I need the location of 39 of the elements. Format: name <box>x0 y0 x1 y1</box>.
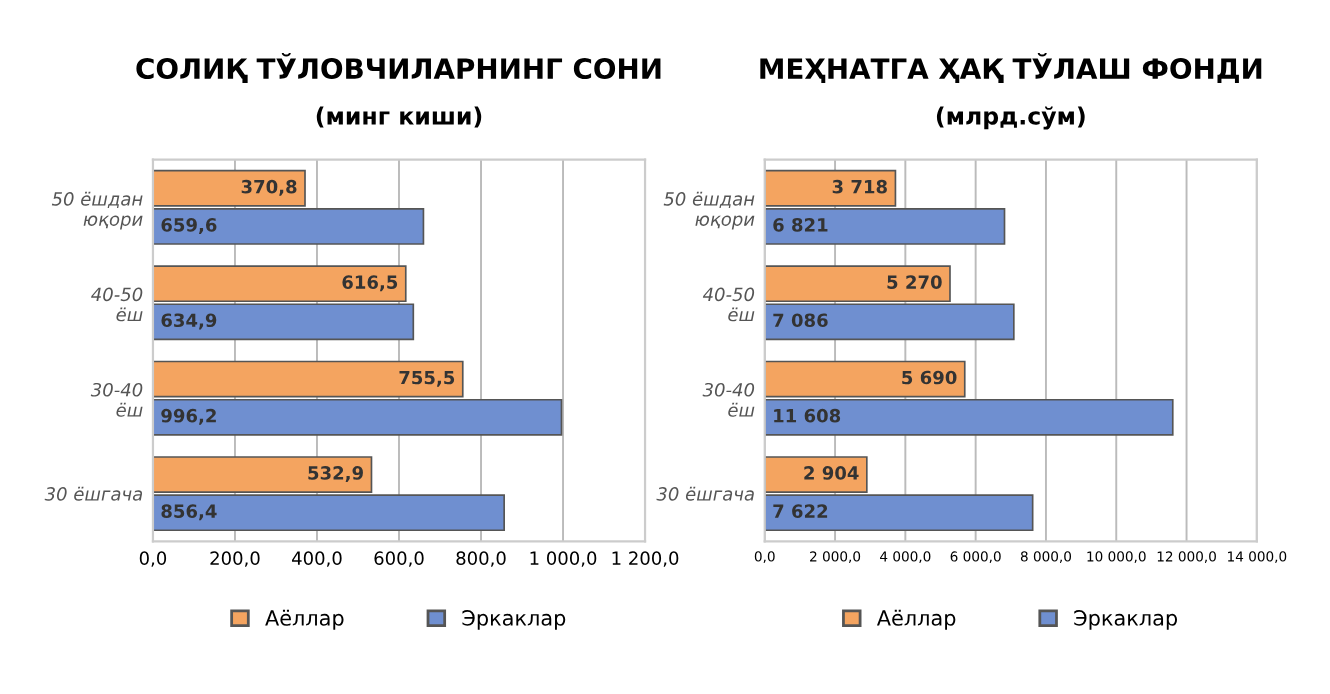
data-label: 5 690 <box>902 370 957 385</box>
data-label: 3 718 <box>832 179 887 194</box>
y-tick-label: 50 ёшдан юқори <box>663 191 755 230</box>
data-label: 616,5 <box>342 275 398 292</box>
chart-subtitle: (млрд.сўм) <box>936 106 1085 130</box>
data-label: 7 086 <box>773 313 828 328</box>
x-tick-label: 200,0 <box>210 551 260 567</box>
legend-label: Эркаклар <box>462 610 566 630</box>
chart-subtitle: (минг киши) <box>316 106 482 128</box>
data-label: 370,8 <box>241 179 297 196</box>
y-tick-label: 30-40 ёш <box>90 382 143 417</box>
y-tick-label: 30 ёшгача <box>44 486 143 501</box>
y-tick-label: 30 ёшгача <box>656 486 754 501</box>
x-tick-label: 600,0 <box>374 551 424 567</box>
data-label: 2 904 <box>804 466 859 480</box>
data-label: 996,2 <box>161 408 216 425</box>
x-tick-label: 1 000,0 <box>530 551 597 567</box>
data-label: 7 622 <box>773 504 828 518</box>
chart-title: МЕҲНАТГА ҲАҚ ТЎЛАШ ФОНДИ <box>760 52 1262 83</box>
x-tick-label: 400,0 <box>292 551 342 567</box>
x-tick-label: 0,0 <box>139 551 167 567</box>
data-label: 634,9 <box>161 313 217 330</box>
y-tick-label: 50 ёшдан юқори <box>51 191 143 230</box>
legend-label: Эркаклар <box>1074 610 1178 630</box>
y-tick-label: 30-40 ёш <box>702 382 755 417</box>
data-label: 856,4 <box>161 504 217 521</box>
data-label: 11 608 <box>774 408 841 423</box>
data-label: 532,9 <box>308 466 363 483</box>
x-tick-label: 800,0 <box>456 551 506 567</box>
legend-label: Аёллар <box>265 609 344 630</box>
data-label: 6 821 <box>773 218 828 232</box>
y-tick-label: 40-50 ёш <box>91 287 143 322</box>
data-label: 755,5 <box>399 370 455 387</box>
x-tick-label: 1 200,0 <box>612 551 679 567</box>
data-label: 659,6 <box>161 218 217 234</box>
chart-title: СОЛИҚ ТЎЛОВЧИЛАРНИНГ СОНИ <box>136 52 661 83</box>
legend-label: Аёллар <box>876 609 956 630</box>
y-tick-label: 40-50 ёш <box>702 287 755 322</box>
data-label: 5 270 <box>887 275 942 289</box>
